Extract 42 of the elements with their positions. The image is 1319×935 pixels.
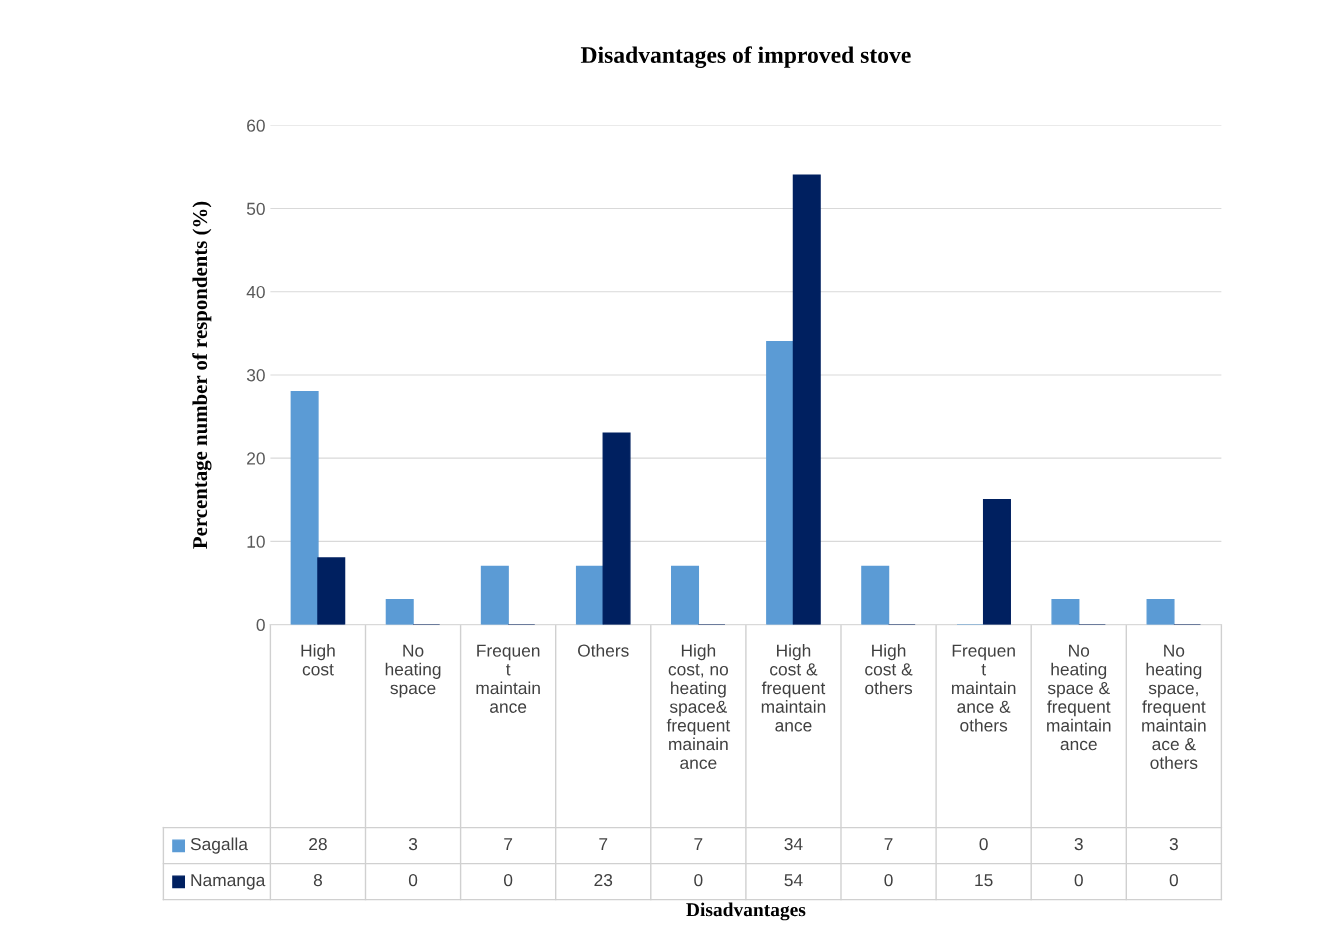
data-label: 0 <box>979 837 988 851</box>
y-tick-label: 20 <box>247 452 265 465</box>
data-label: 15 <box>975 874 993 887</box>
x-tick-label: High cost, no heating space& frequent mainain ance <box>666 644 731 769</box>
data-label: 3 <box>1169 837 1178 851</box>
chart-title: Disadvantages of improved stove <box>580 46 911 68</box>
y-tick-label: 10 <box>247 535 265 548</box>
y-tick-label: 30 <box>246 369 265 382</box>
data-label: 0 <box>694 873 703 887</box>
x-tick-label: Frequen t maintain ance & others <box>951 644 1016 732</box>
data-label: 0 <box>884 873 893 887</box>
x-tick-label: No heating space, frequent maintain ace & others <box>1142 644 1206 769</box>
x-tick-label: High cost & frequent maintain ance <box>761 644 826 732</box>
x-tick-label: High cost <box>301 644 335 676</box>
y-tick-label: 40 <box>246 285 265 299</box>
data-label: 7 <box>504 838 513 851</box>
data-label: 23 <box>594 873 613 887</box>
x-tick-label: Others <box>578 644 629 657</box>
x-tick-label: High cost & others <box>865 644 913 695</box>
legend-label: Sagalla <box>190 837 248 854</box>
data-label: 8 <box>313 873 323 887</box>
data-label: 0 <box>504 873 513 887</box>
y-tick-label: 60 <box>247 119 265 132</box>
data-label: 0 <box>1074 873 1083 887</box>
y-tick-label: 50 <box>246 202 265 215</box>
data-label: 28 <box>309 837 327 851</box>
data-label: 34 <box>784 837 803 851</box>
data-label: 7 <box>599 838 608 851</box>
data-label: 7 <box>694 838 703 851</box>
x-tick-label: Frequen t maintain ance <box>476 644 540 713</box>
data-label: 3 <box>408 837 418 851</box>
data-label: 54 <box>784 874 803 887</box>
legend-label: Namanga <box>191 874 266 890</box>
x-tick-label: No heating space & frequent maintain ance <box>1047 644 1111 751</box>
y-axis-title: Percentage number of respondents (%) <box>192 201 212 549</box>
data-label: 3 <box>1074 837 1083 851</box>
data-label: 0 <box>1169 873 1178 887</box>
data-label: 7 <box>884 838 893 851</box>
x-tick-label: No heating space <box>385 644 441 698</box>
y-tick-label: 0 <box>256 618 265 632</box>
data-label: 0 <box>408 873 418 887</box>
text: Disadvantages <box>686 902 806 921</box>
